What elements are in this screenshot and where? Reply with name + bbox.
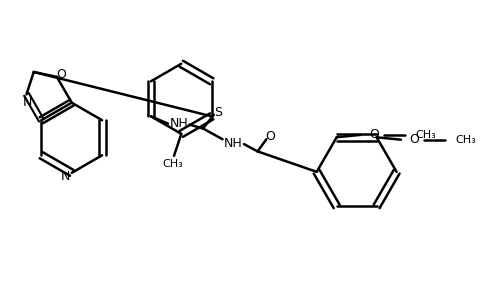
Text: N: N [61, 170, 70, 183]
Text: CH₃: CH₃ [456, 135, 476, 145]
Text: N: N [23, 96, 32, 109]
Text: O: O [410, 133, 420, 146]
Text: CH₃: CH₃ [416, 130, 436, 140]
Text: O: O [370, 128, 380, 141]
Text: O: O [265, 130, 275, 143]
Text: CH₃: CH₃ [162, 159, 183, 169]
Text: O: O [56, 68, 66, 81]
Text: NH: NH [169, 117, 188, 130]
Text: S: S [214, 106, 222, 119]
Text: NH: NH [224, 137, 243, 150]
